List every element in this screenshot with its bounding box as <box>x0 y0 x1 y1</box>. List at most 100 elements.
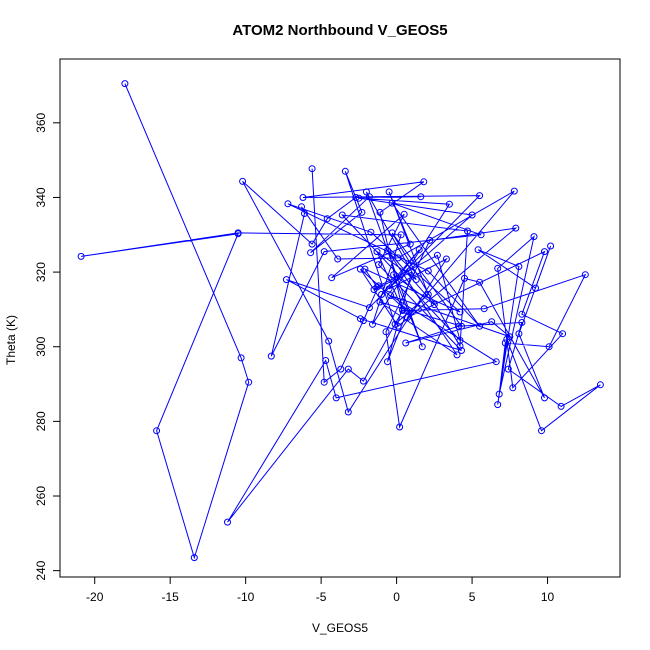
data-point <box>299 194 307 201</box>
data-point <box>504 365 512 373</box>
y-tick-label: 340 <box>34 187 48 207</box>
data-point <box>476 278 484 286</box>
data-point <box>406 240 414 248</box>
data-point <box>341 167 349 175</box>
data-point <box>325 337 333 345</box>
y-tick-label: 360 <box>34 112 48 132</box>
data-point <box>515 330 523 338</box>
data-point <box>224 518 231 526</box>
data-point <box>503 335 511 343</box>
data-point <box>512 224 520 232</box>
series-line <box>81 83 601 560</box>
data-point <box>442 255 450 263</box>
data-point <box>399 307 407 314</box>
data-point <box>387 292 395 300</box>
data-point <box>456 308 464 316</box>
data-point <box>426 236 434 244</box>
data-point <box>456 336 464 344</box>
data-point <box>464 227 471 235</box>
data-point <box>541 248 548 256</box>
data-point <box>510 187 518 195</box>
data-point <box>388 229 396 237</box>
data-point <box>394 254 402 262</box>
data-point <box>477 231 485 239</box>
data-point <box>501 339 509 347</box>
data-point <box>557 402 565 410</box>
data-point <box>362 188 370 196</box>
data-point <box>307 249 315 257</box>
data-point <box>334 255 342 263</box>
data-point <box>352 194 360 201</box>
data-point <box>396 423 404 431</box>
data-point <box>376 298 384 306</box>
data-point <box>494 401 502 409</box>
data-point <box>385 188 393 196</box>
data-point <box>384 247 391 254</box>
data-point <box>356 265 364 273</box>
data-point <box>476 322 484 330</box>
data-point <box>515 263 523 270</box>
data-point <box>384 358 391 366</box>
data-point <box>488 318 496 326</box>
data-point <box>385 285 393 293</box>
data-point <box>476 192 484 200</box>
data-point <box>397 231 405 239</box>
data-point <box>468 211 476 219</box>
data-point <box>547 242 555 250</box>
x-tick-label: -20 <box>86 590 104 604</box>
data-point <box>430 301 438 309</box>
data-point <box>355 194 363 202</box>
x-axis-label: V_GEOS5 <box>312 621 368 635</box>
data-point <box>545 343 553 351</box>
data-point <box>337 365 345 373</box>
data-point <box>474 246 482 254</box>
data-point <box>461 274 468 282</box>
data-point <box>382 328 390 336</box>
data-point <box>530 233 538 241</box>
data-point <box>402 339 410 347</box>
data-point <box>412 276 420 284</box>
data-point <box>320 248 328 256</box>
data-point <box>344 365 352 373</box>
data-point <box>338 211 346 219</box>
data-point <box>344 408 352 416</box>
x-tick-label: -15 <box>162 590 180 604</box>
data-point <box>323 215 331 223</box>
data-point <box>458 322 465 330</box>
x-axis: -20 -15 -10 -5 0 5 10 <box>86 576 555 604</box>
data-point <box>370 286 378 294</box>
data-point <box>433 251 441 259</box>
y-axis-label: Theta (K) <box>4 315 18 365</box>
data-point <box>403 307 411 315</box>
y-tick-label: 280 <box>34 411 48 431</box>
data-point <box>424 291 432 298</box>
data-point <box>418 343 426 351</box>
data-point <box>239 177 247 185</box>
data-point <box>408 268 416 276</box>
data-point <box>361 265 369 273</box>
x-tick-label: -10 <box>237 590 255 604</box>
data-point <box>390 271 398 279</box>
data-point <box>581 271 589 279</box>
data-point <box>492 358 500 366</box>
data-point <box>301 210 308 217</box>
data-point <box>367 228 375 236</box>
y-tick-label: 260 <box>34 486 48 506</box>
data-point <box>376 208 384 216</box>
data-point <box>388 199 396 207</box>
data-point <box>455 322 462 330</box>
x-tick-label: 0 <box>393 590 400 604</box>
data-point <box>420 178 428 186</box>
data-point <box>77 252 85 260</box>
data-point <box>424 267 432 275</box>
data-point <box>541 394 548 402</box>
data-point <box>453 351 461 359</box>
data-point <box>308 240 316 248</box>
data-point <box>365 304 373 312</box>
data-point <box>322 357 330 364</box>
data-point <box>373 248 381 256</box>
x-tick-label: -5 <box>316 590 327 604</box>
data-point <box>190 554 198 562</box>
data-point <box>234 229 242 237</box>
